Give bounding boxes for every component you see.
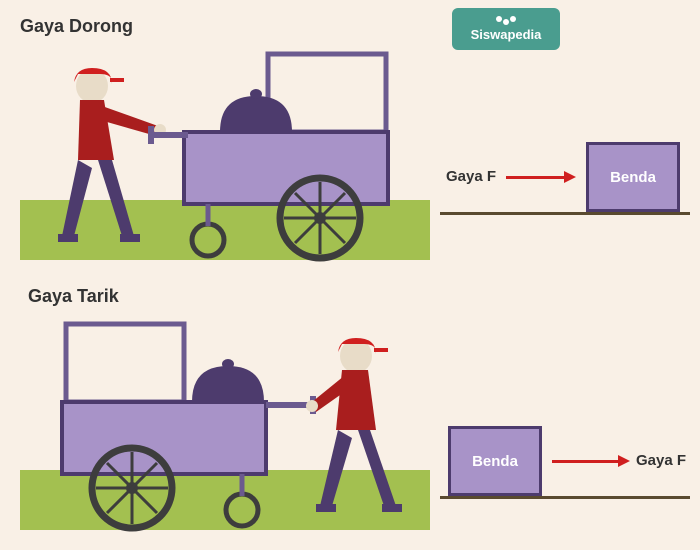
ground-line-2 [440, 496, 690, 499]
badge-text: Siswapedia [471, 27, 542, 42]
box-label-1: Benda [610, 169, 656, 186]
section2-title: Gaya Tarik [28, 286, 119, 307]
grape-icon [496, 16, 516, 25]
force-label-2: Gaya F [636, 452, 686, 469]
cart-1 [148, 54, 388, 258]
section1-title: Gaya Dorong [20, 16, 133, 37]
pull-scene [20, 310, 430, 540]
box-label-2: Benda [472, 453, 518, 470]
force-arrow-2 [552, 460, 620, 463]
cart-2 [62, 324, 316, 528]
person-pushing [58, 68, 166, 242]
object-box-2: Benda [448, 426, 542, 496]
ground-line-1 [440, 212, 690, 215]
push-scene [20, 40, 430, 270]
force-arrow-1 [506, 176, 566, 179]
object-box-1: Benda [586, 142, 680, 212]
diagram-canvas: Siswapedia Gaya Dorong [0, 0, 700, 550]
force-label-1: Gaya F [446, 168, 496, 185]
brand-badge: Siswapedia [452, 8, 560, 50]
person-pulling [306, 338, 402, 512]
